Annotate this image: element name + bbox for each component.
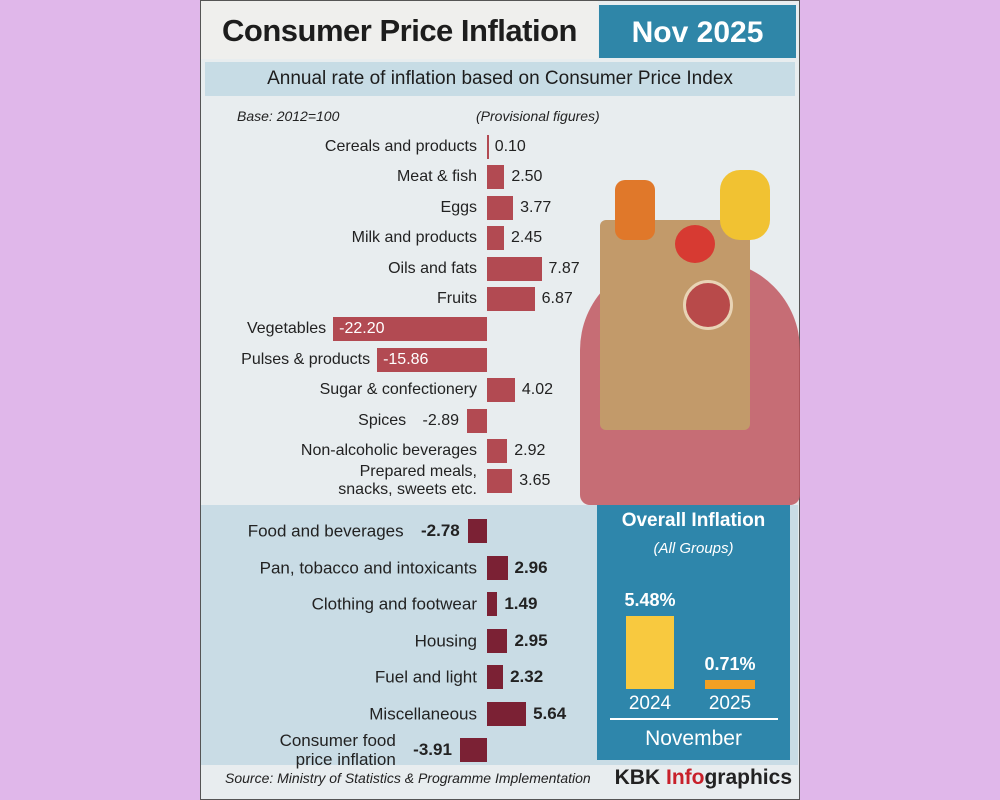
carrot <box>615 180 655 240</box>
bar <box>487 701 527 726</box>
brand-highlight: Info <box>665 766 705 789</box>
value-label: -15.86 <box>383 350 429 368</box>
x-tick-label: 2024 <box>628 693 672 714</box>
bar <box>466 408 487 433</box>
x-tick-label: 2025 <box>708 693 752 714</box>
title-box <box>201 1 598 59</box>
category-label: Food and beverages <box>247 521 404 541</box>
value-label: -2.78 <box>421 521 460 540</box>
overall-title: Overall Inflation <box>621 510 766 531</box>
category-label: Eggs <box>440 198 477 216</box>
category-label: Fuel and light <box>374 667 477 687</box>
value-label: 2.32 <box>510 667 544 686</box>
subtitle: Annual rate of inflation based on Consum… <box>205 62 795 96</box>
value-label: 7.87 <box>548 259 580 277</box>
brand-part: graphics <box>704 766 792 789</box>
value-label: 0.10 <box>494 138 526 155</box>
bar <box>487 592 498 616</box>
bar <box>487 469 513 494</box>
bar <box>467 519 487 543</box>
bar <box>487 256 542 281</box>
brand: KBK Infographics <box>615 766 792 790</box>
value-label: 2.50 <box>511 168 543 186</box>
bar <box>487 195 514 220</box>
category-label: Milk and products <box>351 229 477 247</box>
value-label: 6.87 <box>541 290 573 307</box>
bread <box>720 170 770 240</box>
value-label: 1.49 <box>504 594 538 613</box>
overall-subtitle: (All Groups) <box>653 540 734 557</box>
bar <box>377 347 487 372</box>
bar <box>487 135 489 159</box>
date: Nov 2025 <box>599 5 796 58</box>
value-label: 4.02 <box>521 381 553 399</box>
value-label: 3.65 <box>519 472 551 490</box>
bar <box>487 439 508 463</box>
axis-line <box>610 718 778 720</box>
provisional-note: (Provisional figures) <box>476 108 600 124</box>
bar <box>626 616 674 689</box>
bag-badge <box>683 280 733 330</box>
category-label: Oils and fats <box>388 259 477 277</box>
category-label: Meat & fish <box>396 168 477 186</box>
category-label: Pulses & products <box>241 350 371 368</box>
value-label: 2.96 <box>514 557 548 577</box>
category-label: Prepared meals, snacks, sweets etc. <box>338 463 477 499</box>
title: Consumer Price Inflation <box>222 13 577 48</box>
category-label: Fruits <box>437 290 477 308</box>
x-axis-label: November <box>645 727 742 750</box>
category-label: Cereals and products <box>324 138 477 156</box>
apple <box>675 225 715 263</box>
category-label: Housing <box>414 630 477 650</box>
bar <box>487 287 535 311</box>
bar <box>487 555 508 580</box>
value-label: 2.92 <box>514 442 546 459</box>
bar <box>487 378 515 403</box>
base-note: Base: 2012=100 <box>237 108 340 124</box>
brand-part: KBK <box>614 766 661 789</box>
value-label: -22.20 <box>339 320 385 338</box>
category-label: Spices <box>358 411 407 429</box>
bar <box>487 665 504 689</box>
bar <box>459 738 487 762</box>
illustration <box>560 110 800 505</box>
category-label: Vegetables <box>246 320 327 338</box>
bar <box>487 628 508 653</box>
category-label: Non-alcoholic beverages <box>300 442 477 460</box>
bar <box>333 317 487 342</box>
category-label: Consumer food price inflation <box>279 730 396 769</box>
bar <box>705 679 755 689</box>
source: Source: Ministry of Statistics & Program… <box>225 770 591 786</box>
bar <box>487 165 505 190</box>
category-label: Miscellaneous <box>369 703 477 723</box>
bag <box>600 220 750 430</box>
category-label: Sugar & confectionery <box>319 381 477 399</box>
value-label: 5.48% <box>624 590 676 611</box>
category-label: Pan, tobacco and intoxicants <box>259 557 477 577</box>
value-label: -3.91 <box>413 740 452 759</box>
category-label: Clothing and footwear <box>311 594 477 614</box>
value-label: 5.64 <box>533 703 567 723</box>
bar <box>487 226 504 251</box>
value-label: 0.71% <box>704 653 756 674</box>
value-label: 3.77 <box>520 198 552 216</box>
value-label: 2.95 <box>514 630 548 650</box>
value-label: 2.45 <box>510 229 543 247</box>
value-label: -2.89 <box>422 411 459 429</box>
